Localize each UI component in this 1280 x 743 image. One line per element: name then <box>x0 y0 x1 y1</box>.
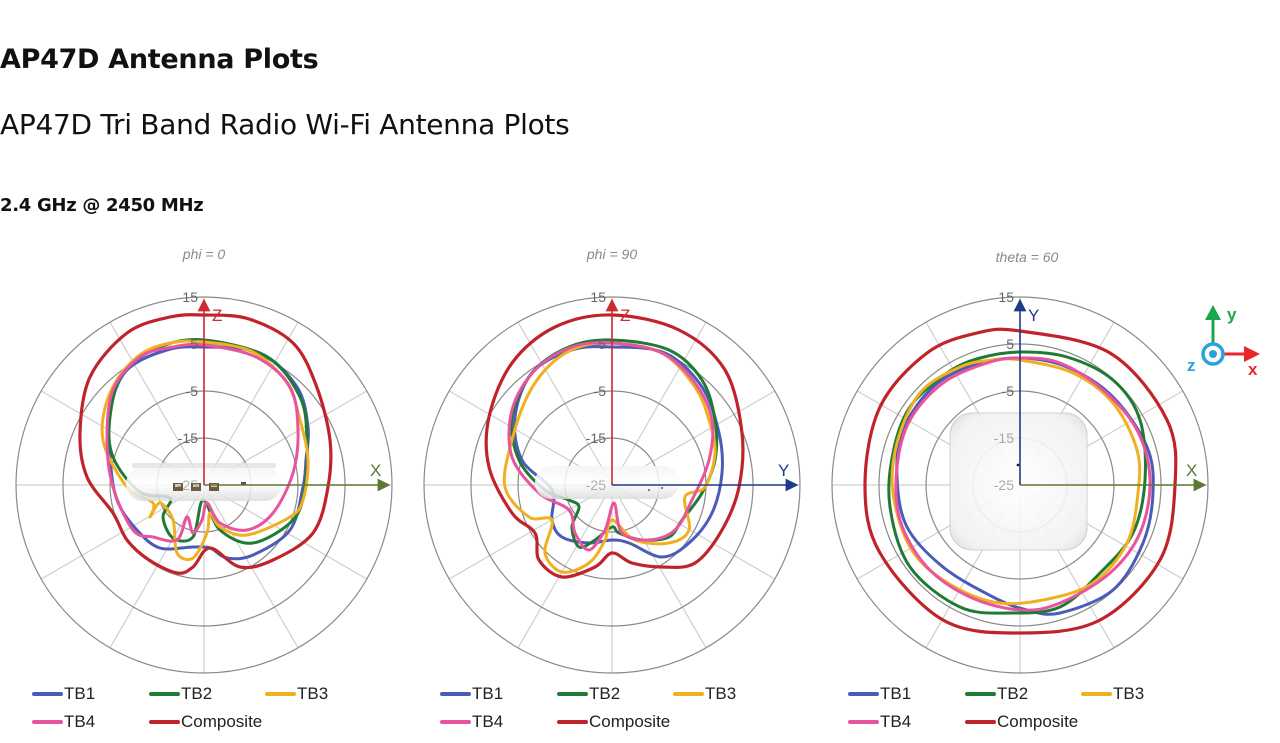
curve-tb4 <box>894 356 1152 612</box>
curve-tb3 <box>100 339 310 562</box>
x-axis-label: x <box>1248 360 1258 379</box>
curve-composite <box>484 313 745 579</box>
svg-text:-5: -5 <box>1002 383 1015 399</box>
composite-swatch <box>149 720 180 724</box>
legend-item-tb4: TB4 <box>848 712 911 732</box>
radial-tick-labels: 15 5 -5 -15 -25 <box>178 289 198 493</box>
legend-item-composite: Composite <box>965 712 1078 732</box>
horizontal-axis-label: X <box>1186 461 1197 480</box>
section-heading: 2.4 GHz @ 2450 MHz <box>0 195 204 216</box>
composite-swatch <box>557 720 588 724</box>
polar-axes: YX <box>1013 298 1207 492</box>
radial-tick-labels: 15 5 -5 -15 -25 <box>586 289 606 493</box>
access-point-image <box>949 412 1088 551</box>
horizontal-axis-label: X <box>370 461 381 480</box>
pattern-curves <box>78 313 333 575</box>
svg-text:-15: -15 <box>178 430 198 446</box>
vertical-axis-label: Z <box>212 306 222 325</box>
svg-text:-25: -25 <box>586 477 606 493</box>
svg-text:15: 15 <box>590 289 606 305</box>
legend-item-tb3: TB3 <box>265 684 328 704</box>
composite-swatch <box>965 720 996 724</box>
curve-tb3 <box>890 357 1142 606</box>
curve-composite <box>78 313 333 575</box>
plot-title-phi-90: phi = 90 <box>586 246 638 262</box>
vertical-axis-label: Z <box>620 306 630 325</box>
tb3-swatch <box>1081 692 1112 696</box>
legend-item-tb3: TB3 <box>1081 684 1144 704</box>
tb3-swatch <box>673 692 704 696</box>
tb4-swatch <box>32 720 63 724</box>
polar-axes: ZX <box>197 298 391 492</box>
legend-item-tb1: TB1 <box>32 684 95 704</box>
legend-item-tb4: TB4 <box>32 712 95 732</box>
tb1-swatch <box>32 692 63 696</box>
pattern-curves <box>484 313 745 579</box>
plot-title-theta-60: theta = 60 <box>995 249 1059 265</box>
vertical-axis-label: Y <box>1028 306 1039 325</box>
svg-text:5: 5 <box>190 336 198 352</box>
svg-text:15: 15 <box>182 289 198 305</box>
svg-text:-15: -15 <box>586 430 606 446</box>
svg-text:-5: -5 <box>594 383 607 399</box>
tb3-swatch <box>265 692 296 696</box>
tb4-swatch <box>440 720 471 724</box>
svg-text:-5: -5 <box>186 383 199 399</box>
tb2-swatch <box>965 692 996 696</box>
svg-text:5: 5 <box>598 336 606 352</box>
tb4-swatch <box>848 720 879 724</box>
page-title: AP47D Antenna Plots <box>0 44 319 75</box>
curve-tb1 <box>513 345 725 559</box>
curve-tb4 <box>507 341 715 552</box>
z-axis-label: z <box>1187 356 1196 375</box>
svg-text:5: 5 <box>1006 336 1014 352</box>
curve-tb3 <box>502 341 717 574</box>
legend-item-composite: Composite <box>557 712 670 732</box>
tb2-swatch <box>149 692 180 696</box>
legend-item-tb1: TB1 <box>440 684 503 704</box>
legend-item-tb2: TB2 <box>557 684 620 704</box>
curve-composite <box>863 327 1178 635</box>
plot-title-phi-0: phi = 0 <box>182 246 226 262</box>
horizontal-axis-label: Y <box>778 461 789 480</box>
svg-text:15: 15 <box>998 289 1014 305</box>
curve-tb4 <box>105 342 300 543</box>
pattern-curves <box>863 327 1178 635</box>
legend-item-tb2: TB2 <box>149 684 212 704</box>
svg-text:-25: -25 <box>994 477 1014 493</box>
polar-axes: ZY <box>605 298 799 492</box>
legend-item-tb1: TB1 <box>848 684 911 704</box>
y-axis-label: y <box>1227 305 1237 324</box>
tb1-swatch <box>440 692 471 696</box>
svg-text:-25: -25 <box>178 477 198 493</box>
svg-text:-15: -15 <box>994 430 1014 446</box>
tb2-swatch <box>557 692 588 696</box>
legend-item-tb2: TB2 <box>965 684 1028 704</box>
access-point-image <box>535 466 679 499</box>
radial-tick-labels: 15 5 -5 -15 -25 <box>994 289 1014 493</box>
legend-item-tb3: TB3 <box>673 684 736 704</box>
page-subtitle: AP47D Tri Band Radio Wi-Fi Antenna Plots <box>0 108 570 141</box>
curve-tb2 <box>107 338 309 545</box>
coordinate-axes-icon: y x z <box>1187 305 1260 379</box>
legend-item-tb4: TB4 <box>440 712 503 732</box>
tb1-swatch <box>848 692 879 696</box>
legend-item-composite: Composite <box>149 712 262 732</box>
